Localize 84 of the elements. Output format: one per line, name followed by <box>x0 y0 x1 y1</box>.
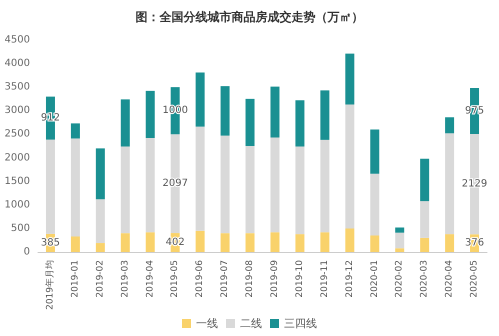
bar <box>295 100 304 146</box>
x-tick-label: 2019-07 <box>220 260 230 298</box>
bar <box>220 86 230 136</box>
bar <box>220 233 230 252</box>
x-tick-label: 2019-08 <box>245 260 256 298</box>
bar <box>220 136 230 234</box>
data-label: 402 <box>166 237 185 248</box>
x-tick-label: 2019-09 <box>270 260 280 298</box>
bar <box>320 140 330 232</box>
bar <box>196 126 205 231</box>
x-tick-label: 2020-05 <box>470 260 480 298</box>
bar <box>70 123 80 138</box>
bar <box>146 232 155 252</box>
bar <box>196 72 205 127</box>
legend-label: 三四线 <box>284 317 317 330</box>
data-label: 2097 <box>162 178 188 190</box>
x-tick-label: 2020-04 <box>444 260 455 298</box>
bar <box>320 90 330 140</box>
bar <box>46 140 55 234</box>
y-tick-label: 2500 <box>4 128 30 140</box>
x-tick-label: 2019-05 <box>170 260 180 298</box>
x-tick-label: 2019年月均 <box>44 260 56 310</box>
bar <box>370 236 380 252</box>
bar <box>445 234 454 252</box>
x-tick-label: 2020-02 <box>394 260 405 298</box>
y-tick-label: 1000 <box>4 199 30 210</box>
bar <box>96 148 105 200</box>
bar <box>395 228 404 233</box>
bar <box>70 138 80 236</box>
chart-title: 图：全国分线城市商品房成交走势（万㎡） <box>136 10 364 24</box>
y-tick-label: 4500 <box>4 34 30 46</box>
bar <box>295 146 304 234</box>
data-label: 376 <box>464 238 484 249</box>
bar <box>420 201 430 238</box>
bar <box>246 233 255 252</box>
legend-label: 二线 <box>240 317 262 330</box>
x-tick-label: 2019-12 <box>344 260 355 298</box>
x-tick-label: 2019-04 <box>145 260 156 298</box>
bar <box>146 90 155 138</box>
y-tick-label: 3500 <box>4 82 30 93</box>
data-label: 385 <box>40 237 60 248</box>
bar <box>196 230 205 252</box>
y-tick-label: 500 <box>10 222 30 234</box>
bar <box>96 199 105 244</box>
y-tick-label: 3000 <box>4 105 30 116</box>
bar <box>395 232 404 248</box>
bar <box>420 238 430 252</box>
y-tick-label: 2000 <box>4 152 30 164</box>
bar <box>345 228 354 252</box>
bar <box>345 54 354 105</box>
bar <box>246 146 255 234</box>
bar <box>370 174 380 236</box>
bar <box>270 138 280 232</box>
bar <box>370 130 380 174</box>
data-label: 2129 <box>462 178 488 190</box>
bar <box>270 232 280 252</box>
x-tick-label: 2019-06 <box>195 260 206 298</box>
bar <box>70 236 80 252</box>
x-tick-label: 2019-10 <box>294 260 305 298</box>
x-tick-label: 2020-03 <box>420 260 430 298</box>
bar <box>96 243 105 252</box>
bar <box>445 133 454 234</box>
bar <box>270 86 280 138</box>
bar <box>120 146 130 234</box>
x-tick-label: 2019-03 <box>120 260 130 298</box>
data-label: 975 <box>464 106 484 117</box>
legend-label: 一线 <box>196 317 218 330</box>
bar <box>146 138 155 232</box>
x-tick-label: 2019-11 <box>320 260 330 298</box>
bar <box>246 98 255 146</box>
x-tick-label: 2019-02 <box>95 260 106 298</box>
y-tick-label: 1500 <box>4 176 30 187</box>
x-tick-label: 2019-01 <box>70 260 80 298</box>
bar <box>120 233 130 252</box>
bar <box>445 117 454 134</box>
bar <box>420 158 430 202</box>
bar <box>120 99 130 146</box>
y-tick-label: 4000 <box>4 58 30 70</box>
bar <box>295 234 304 252</box>
bar <box>320 232 330 252</box>
x-tick-label: 2020-01 <box>370 260 380 298</box>
bar <box>395 248 404 252</box>
y-tick-label: 0 <box>24 246 30 258</box>
bar <box>345 104 354 228</box>
